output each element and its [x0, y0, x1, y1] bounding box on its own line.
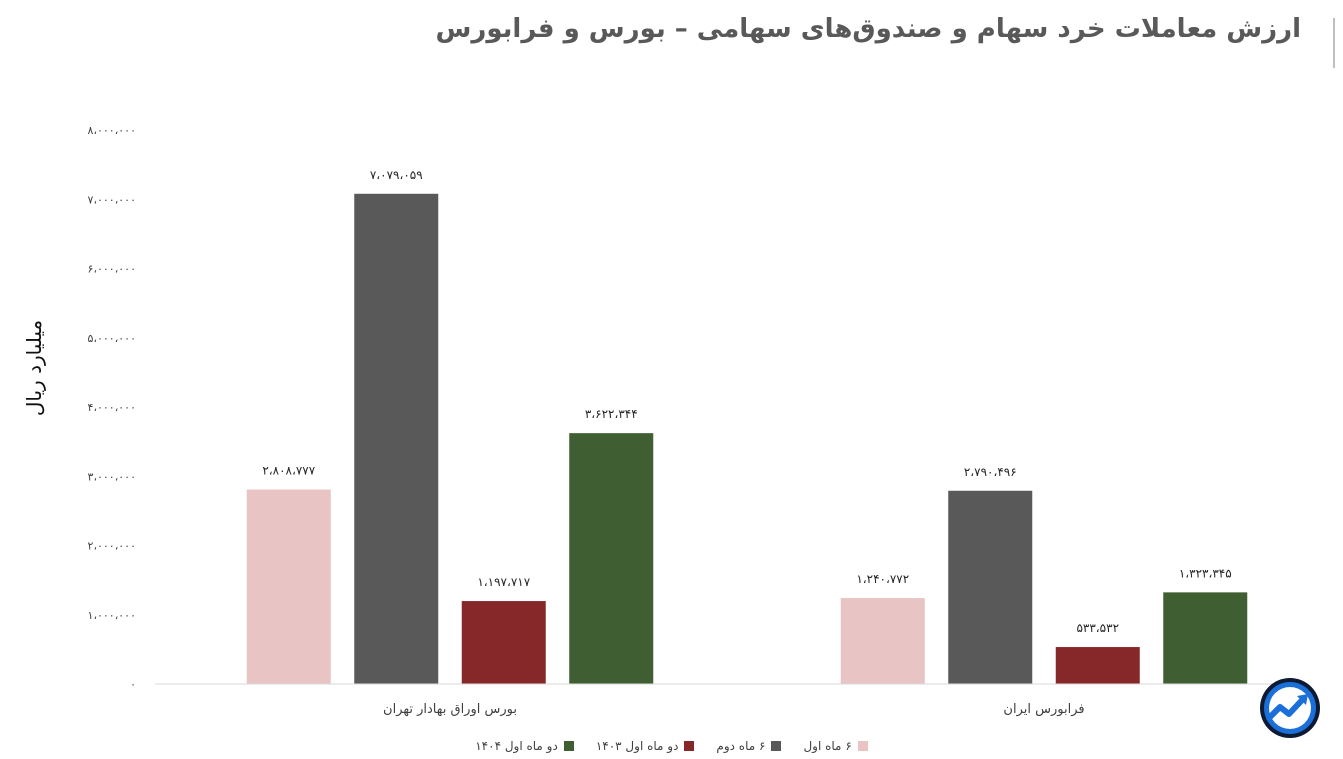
y-axis-ticks: ۰ ۱،۰۰۰،۰۰۰ ۲،۰۰۰،۰۰۰ ۳،۰۰۰،۰۰۰ ۴،۰۰۰،۰۰۰ ۵،۰… [88, 124, 136, 691]
bars [246, 193, 1248, 685]
data-label: ۱،۳۲۳،۳۴۵ [1179, 566, 1232, 580]
y-tick-label: ۲،۰۰۰،۰۰۰ [88, 540, 136, 553]
bar [461, 601, 546, 684]
bar [948, 490, 1033, 684]
category-label: بورس اوراق بهادار تهران [383, 702, 517, 717]
legend-label: ۶ ماه دوم [716, 739, 766, 753]
category-labels: بورس اوراق بهادار تهران فرابورس ایران [383, 702, 1085, 717]
legend-item: دو ماه اول ۱۴۰۴ [475, 739, 574, 753]
y-tick-label: ۴،۰۰۰،۰۰۰ [88, 401, 136, 414]
y-tick-label: ۶،۰۰۰،۰۰۰ [88, 263, 136, 276]
y-tick-label: ۳،۰۰۰،۰۰۰ [88, 470, 136, 483]
legend-label: ۶ ماه اول [803, 739, 852, 753]
data-label: ۱،۲۴۰،۷۷۲ [856, 572, 909, 586]
category-label: فرابورس ایران [1003, 702, 1084, 717]
bar [1163, 592, 1248, 684]
legend-swatch [857, 741, 868, 751]
y-tick-label: ۱،۰۰۰،۰۰۰ [88, 609, 136, 622]
legend-swatch [771, 741, 782, 751]
data-label: ۱،۱۹۷،۷۱۷ [477, 575, 530, 589]
legend: ۶ ماه اول ۶ ماه دوم دو ماه اول ۱۴۰۳ دو ماه … [0, 736, 1343, 756]
bar [569, 433, 654, 684]
legend-label: دو ماه اول ۱۴۰۴ [475, 739, 558, 753]
legend-swatch [684, 741, 695, 751]
data-label: ۳،۶۲۲،۳۴۴ [585, 407, 638, 421]
y-tick-label: ۰ [130, 678, 136, 691]
y-tick-label: ۸،۰۰۰،۰۰۰ [88, 124, 136, 137]
bar [354, 193, 439, 685]
data-label: ۲،۷۹۰،۴۹۶ [964, 465, 1017, 479]
data-labels: ۲،۸۰۸،۷۷۷ ۷،۰۷۹،۰۵۹ ۱،۱۹۷،۷۱۷ ۳،۶۲۲،۳۴۴ ۱،۲۴… [262, 168, 1231, 635]
legend-item: دو ماه اول ۱۴۰۳ [596, 739, 695, 753]
legend-label: دو ماه اول ۱۴۰۳ [595, 739, 679, 753]
data-label: ۵۳۳،۵۳۲ [1076, 621, 1119, 635]
window-edge-divider [1333, 18, 1335, 68]
y-tick-label: ۵،۰۰۰،۰۰۰ [88, 332, 136, 345]
bar [840, 598, 925, 684]
bar [1055, 647, 1140, 684]
chart-title: ارزش معاملات خرد سهام و صندوق‌های سهامی … [435, 14, 1301, 44]
data-label: ۲،۸۰۸،۷۷۷ [262, 463, 315, 477]
data-label: ۷،۰۷۹،۰۵۹ [370, 168, 423, 182]
legend-item: ۶ ماه اول [803, 739, 868, 753]
legend-swatch [563, 741, 574, 751]
bar [246, 489, 331, 684]
trend-arrow-logo-icon [1260, 678, 1320, 738]
legend-item: ۶ ماه دوم [716, 739, 782, 753]
y-tick-label: ۷،۰۰۰،۰۰۰ [88, 193, 136, 206]
